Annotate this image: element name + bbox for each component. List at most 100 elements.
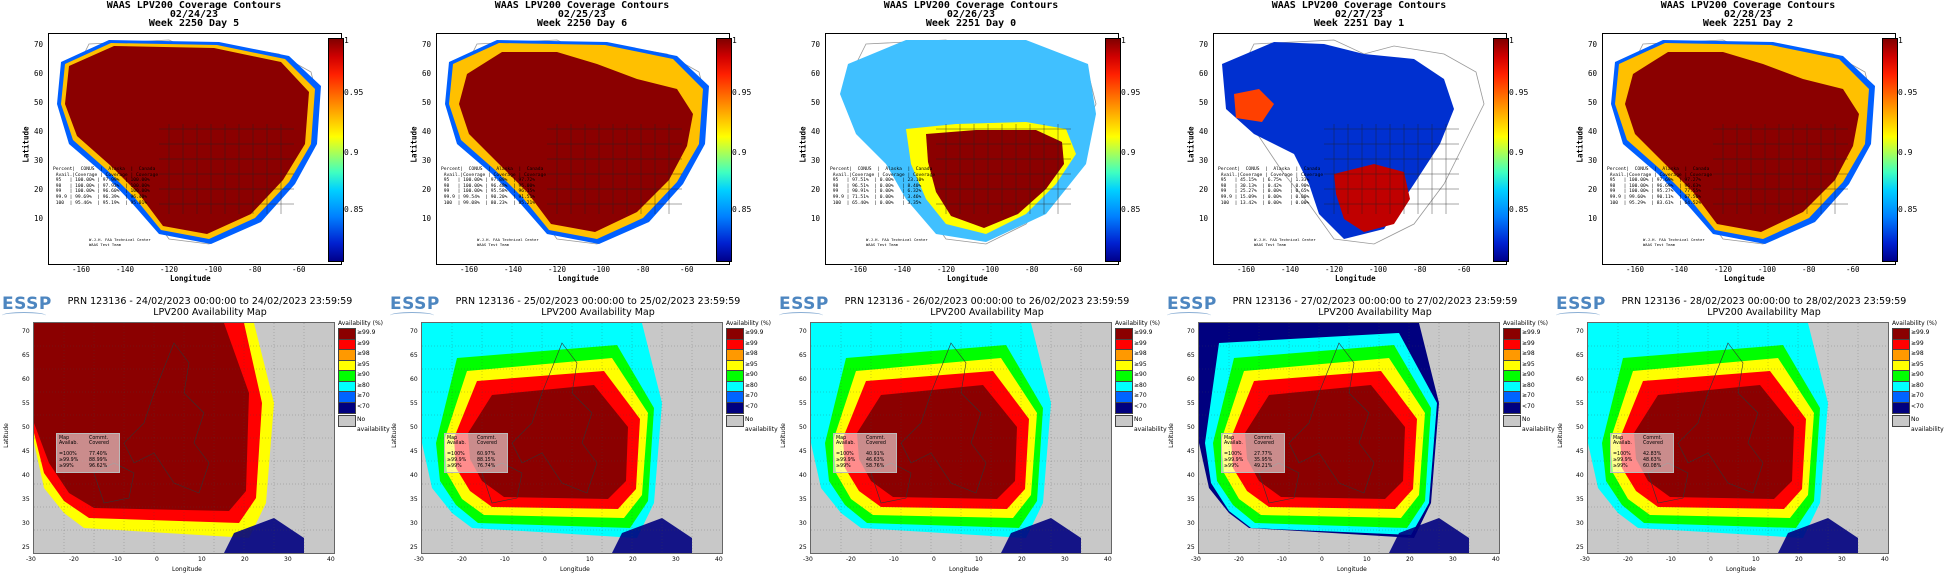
coverage-stats-table: Percent| CONUS | Alaska | Canada Avail.|… <box>53 167 158 206</box>
y-tick-label: 30 <box>811 156 821 165</box>
x-tick-label: 20 <box>1795 556 1803 563</box>
info-head-map: Map Availab. <box>1224 436 1243 447</box>
info-row-pct: 60.97% <box>477 452 496 457</box>
sea-region <box>612 518 692 553</box>
legend-label: ≥99 <box>357 339 370 347</box>
coastline <box>1288 342 1375 494</box>
x-tick-label: 30 <box>1061 556 1069 563</box>
stats-row: 95 | 100.00% | 97.99% | 100.00% <box>53 178 150 184</box>
y-tick-label: 30 <box>34 156 44 165</box>
x-tick-label: -140 <box>1670 265 1689 274</box>
info-row-pct: 40.91% <box>866 452 885 457</box>
x-tick-label: 0 <box>932 556 936 563</box>
map-date: 02/28/23 <box>1723 9 1773 20</box>
y-tick-label: 40 <box>1187 472 1195 479</box>
waas-panel: WAAS LPV200 Coverage Contours 02/28/23 Wee… <box>1554 0 1942 290</box>
y-tick-label: 50 <box>410 424 418 431</box>
legend-title: Availability (%) <box>1503 320 1548 327</box>
legend-label: ≥99.9 <box>1522 329 1541 336</box>
colorbar-tick: 0.85 <box>1121 205 1141 214</box>
colorbar-tick: 0.9 <box>1898 148 1913 157</box>
stats-row: 99.9 | 71.51% | 0.00% | 3.46% <box>830 194 922 200</box>
essp-logo-arc <box>390 312 434 319</box>
x-tick-label: 20 <box>629 556 637 563</box>
x-tick-label: 30 <box>284 556 292 563</box>
y-tick-label: 40 <box>1588 127 1598 136</box>
legend-label: ≥70 <box>1134 392 1147 399</box>
stats-row: 99 | 100.00% | 95.27% | 77.55% <box>1607 189 1702 195</box>
x-tick-label: 10 <box>975 556 983 563</box>
y-tick-label: 20 <box>811 185 821 194</box>
stats-row: 99.9 | 99.69% | 96.39% | 96.40% <box>53 194 148 200</box>
legend-label: ≥80 <box>1522 381 1535 389</box>
band-999 <box>1245 385 1405 499</box>
legend-label: ≥90 <box>745 371 758 378</box>
colorbar-tick: 0.85 <box>732 205 752 214</box>
y-tick-label: 65 <box>1187 352 1195 359</box>
info-row-label: ≥99.9% <box>1613 458 1633 463</box>
x-tick-label: -10 <box>889 556 899 563</box>
x-axis-title: Longitude <box>170 274 211 283</box>
x-tick-label: 10 <box>586 556 594 563</box>
essp-panel: ESSP PRN 123136 - 25/02/2023 00:00:00 to … <box>388 292 778 584</box>
x-tick-label: -120 <box>1714 265 1733 274</box>
map-title: PRN 123136 - 26/02/2023 00:00:00 to 26/0… <box>844 296 1130 307</box>
waas-panel: WAAS LPV200 Coverage Contours 02/26/23 Wee… <box>777 0 1165 290</box>
x-axis-title: Longitude <box>172 566 202 573</box>
map-week: Week 2251 Day 2 <box>1702 18 1794 29</box>
map-title: PRN 123136 - 28/02/2023 00:00:00 to 28/0… <box>1621 296 1907 307</box>
y-tick-label: 50 <box>799 424 807 431</box>
y-tick-label: 45 <box>1576 448 1584 455</box>
legend-label: ≥70 <box>357 392 370 399</box>
stats-row: 95 | 100.00% | 97.89% | 97.72% <box>441 178 536 184</box>
y-tick-label: 40 <box>1576 472 1584 479</box>
y-tick-label: 70 <box>410 328 418 335</box>
y-tick-label: 25 <box>410 544 418 551</box>
x-tick-label: -80 <box>1413 265 1427 274</box>
y-axis-title: Latitude <box>2 423 10 448</box>
legend-label: ≥70 <box>1522 392 1535 399</box>
map-credit: W.J.H. FAA Technical Center WAAS Test Te… <box>89 237 151 247</box>
legend-label: ≥80 <box>745 381 758 389</box>
y-tick-label: 10 <box>422 214 432 223</box>
legend-label: ≥90 <box>1134 371 1147 378</box>
y-tick-label: 60 <box>34 69 44 78</box>
x-tick-label: 10 <box>1363 556 1371 563</box>
no-availability-label: No availability <box>357 416 390 433</box>
colorbar-tick: 0.95 <box>1509 88 1529 97</box>
y-tick-label: 60 <box>422 69 432 78</box>
legend-label: ≥99.9 <box>745 329 764 336</box>
map-subtitle: LPV200 Availability Map <box>1318 307 1432 318</box>
colorbar-tick: 0.95 <box>344 88 364 97</box>
x-tick-label: -20 <box>846 556 856 563</box>
map-title: PRN 123136 - 24/02/2023 00:00:00 to 24/0… <box>67 296 353 307</box>
y-axis-title: Latitude <box>390 423 398 448</box>
map-canvas <box>1199 323 1499 553</box>
y-tick-label: 65 <box>799 352 807 359</box>
colorbar <box>716 38 732 262</box>
x-tick-label: -10 <box>500 556 510 563</box>
y-tick-label: 10 <box>34 214 44 223</box>
x-tick-label: -20 <box>69 556 79 563</box>
x-tick-label: -20 <box>1623 556 1633 563</box>
colorbar-tick: 0.9 <box>732 148 747 157</box>
map-date: 02/26/23 <box>946 9 996 20</box>
x-tick-label: -160 <box>460 265 479 274</box>
x-axis-title: Longitude <box>558 274 599 283</box>
y-tick-label: 40 <box>410 472 418 479</box>
legend-label: ≥99 <box>1522 339 1535 347</box>
availability-map: Map Availab. Commt. Covered =100% 40.91% ≥99… <box>810 322 1112 554</box>
y-tick-label: 35 <box>1187 496 1195 503</box>
colorbar-tick: 0.95 <box>1121 88 1141 97</box>
y-tick-label: 60 <box>410 376 418 383</box>
y-tick-label: 50 <box>1588 98 1598 107</box>
legend-label: <70 <box>1522 402 1535 410</box>
essp-logo-arc <box>779 312 823 319</box>
x-tick-label: -60 <box>1846 265 1860 274</box>
availability-info-box: Map Availab. Commt. Covered =100% 27.77% ≥99… <box>1221 433 1285 473</box>
x-tick-label: -100 <box>1758 265 1777 274</box>
y-axis-title: Latitude <box>1575 126 1585 163</box>
x-tick-label: -120 <box>160 265 179 274</box>
legend-label: ≥95 <box>1134 360 1147 368</box>
info-row-label: ≥99% <box>59 464 74 469</box>
